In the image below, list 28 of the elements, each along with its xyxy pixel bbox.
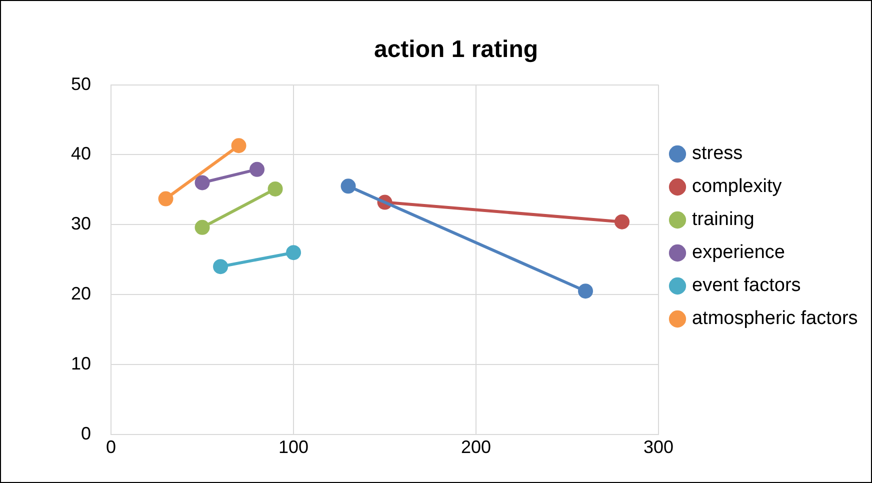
legend-label: experience	[692, 242, 785, 264]
point	[614, 214, 630, 230]
point	[213, 259, 228, 274]
legend-label: stress	[692, 143, 743, 164]
y-tick-label: 30	[70, 214, 92, 234]
point	[286, 245, 302, 260]
legend-label: event factors	[692, 275, 801, 296]
y-tick-label: 10	[70, 353, 92, 374]
point	[158, 191, 174, 206]
chart-title: action 1 rating	[374, 36, 538, 64]
y-tick-label: 0	[81, 423, 92, 444]
point	[250, 162, 265, 177]
legend-label: complexity	[692, 176, 782, 198]
legend-label: training	[692, 209, 754, 230]
x-tick-label: 100	[278, 437, 309, 458]
legend-label: atmospheric factors	[692, 308, 858, 330]
x-tick-label: 300	[643, 437, 674, 458]
x-tick-label: 200	[460, 437, 492, 458]
y-tick-label: 20	[70, 284, 92, 304]
point	[268, 181, 283, 196]
point	[231, 138, 246, 154]
x-tick-label: 0	[106, 437, 116, 458]
point	[578, 284, 594, 299]
y-tick-label: 50	[70, 74, 92, 94]
point	[340, 178, 356, 194]
point	[194, 220, 210, 235]
point	[194, 175, 210, 190]
y-tick-label: 40	[70, 144, 92, 164]
